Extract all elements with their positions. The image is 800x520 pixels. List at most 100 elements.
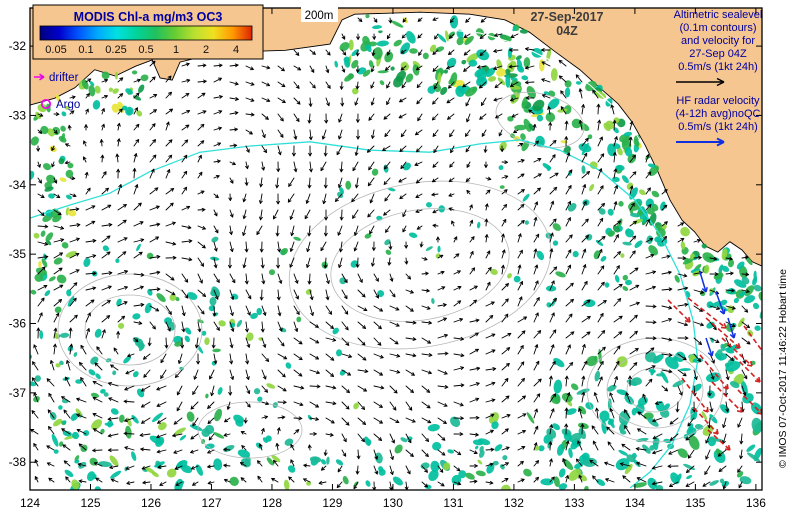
chl-patch bbox=[408, 232, 418, 238]
chl-patch bbox=[571, 118, 582, 129]
colorbar-tick-2: 0.25 bbox=[105, 44, 126, 56]
chl-patch bbox=[553, 357, 565, 368]
chl-patch bbox=[660, 371, 669, 384]
chl-patch bbox=[502, 455, 508, 461]
chl-patch bbox=[144, 302, 152, 314]
chl-patch bbox=[651, 190, 660, 198]
chl-patch bbox=[498, 165, 504, 171]
chl-patch bbox=[476, 221, 481, 229]
chl-patch bbox=[53, 449, 59, 454]
chl-patch bbox=[115, 258, 120, 263]
chl-patch bbox=[642, 444, 651, 454]
chl-patch bbox=[654, 355, 659, 361]
hf-red-arrow-head bbox=[703, 406, 709, 413]
chl-patch bbox=[91, 419, 103, 430]
chl-patch bbox=[254, 388, 261, 395]
chl-patch bbox=[431, 298, 435, 304]
hf-red-arrow bbox=[667, 299, 691, 323]
chl-patch bbox=[701, 411, 708, 420]
chl-patch bbox=[736, 471, 744, 478]
chl-patch bbox=[740, 380, 748, 396]
chl-patch bbox=[545, 112, 556, 123]
chl-patch bbox=[201, 428, 211, 437]
chl-patch bbox=[131, 414, 139, 424]
chl-patch bbox=[682, 257, 695, 265]
chl-patch bbox=[30, 354, 32, 360]
chl-patch bbox=[479, 446, 484, 453]
chl-patch bbox=[352, 87, 359, 95]
chl-patch bbox=[564, 87, 571, 98]
chl-patch bbox=[612, 225, 620, 233]
chl-patch bbox=[548, 90, 556, 97]
chl-patch bbox=[709, 414, 718, 424]
chl-patch bbox=[62, 430, 72, 437]
chl-patch bbox=[94, 328, 102, 338]
chl-patch bbox=[351, 59, 359, 69]
chl-patch bbox=[211, 286, 221, 298]
chl-patch bbox=[237, 449, 251, 458]
lat-label: -36 bbox=[9, 317, 27, 331]
chl-patch bbox=[365, 14, 370, 19]
hf-red-arrow bbox=[733, 355, 761, 383]
hf-blue-arrow bbox=[715, 291, 725, 315]
chl-patch bbox=[536, 114, 544, 122]
chl-patch bbox=[371, 168, 379, 176]
hf-blue-arrow bbox=[727, 317, 735, 339]
chl-patch bbox=[618, 201, 624, 207]
chl-patch bbox=[402, 162, 412, 171]
chl-patch bbox=[613, 127, 619, 134]
lon-label: 131 bbox=[443, 496, 463, 510]
hf-red-arrow-head bbox=[684, 316, 691, 323]
chl-patch bbox=[625, 228, 630, 234]
altimetric-scale-arrow-icon bbox=[676, 77, 725, 87]
chl-patch bbox=[205, 393, 209, 399]
lon-label: 128 bbox=[262, 496, 282, 510]
chl-patch bbox=[55, 94, 61, 104]
chl-patch bbox=[89, 81, 95, 86]
chl-patch bbox=[426, 202, 432, 208]
chl-patch bbox=[739, 476, 752, 485]
chl-patch bbox=[568, 468, 581, 481]
hf-red-arrow bbox=[743, 325, 762, 352]
chl-patch bbox=[727, 288, 736, 295]
chl-patch bbox=[356, 67, 367, 75]
chl-patch bbox=[67, 162, 74, 169]
chl-patch bbox=[83, 430, 90, 437]
chl-patch bbox=[390, 66, 395, 71]
lat-label: -32 bbox=[9, 39, 27, 53]
chl-patch bbox=[425, 246, 433, 251]
chl-patch bbox=[271, 454, 281, 463]
chl-patch bbox=[332, 327, 339, 335]
chl-patch bbox=[42, 163, 52, 171]
hf-line2: (4-12h avg)noQC bbox=[676, 108, 761, 120]
chl-patch bbox=[688, 435, 700, 450]
chl-patch bbox=[679, 368, 691, 372]
chl-patch bbox=[44, 186, 54, 192]
chl-patch bbox=[752, 277, 758, 286]
chl-patch bbox=[547, 98, 560, 110]
lon-label: 134 bbox=[625, 496, 645, 510]
hf-red-arrow-head bbox=[720, 323, 727, 329]
chl-patch bbox=[572, 250, 579, 258]
chl-patch bbox=[94, 486, 102, 490]
chl-patch bbox=[132, 313, 141, 320]
chl-patch bbox=[608, 418, 615, 429]
chl-patch bbox=[287, 465, 296, 473]
chl-patch bbox=[384, 239, 391, 246]
chl-patch bbox=[670, 472, 680, 485]
chl-patch bbox=[737, 317, 745, 328]
chl-patch bbox=[268, 269, 276, 276]
chl-patch bbox=[393, 39, 403, 47]
chl-patch bbox=[626, 454, 636, 463]
chl-patch bbox=[552, 240, 559, 246]
chl-patch bbox=[30, 289, 37, 295]
chl-patch bbox=[743, 295, 756, 304]
chl-patch bbox=[575, 81, 582, 85]
chl-patch bbox=[405, 73, 414, 83]
chl-patch bbox=[648, 245, 659, 256]
chl-patch bbox=[140, 74, 149, 82]
chl-patch bbox=[563, 105, 572, 115]
hf-red-arrow bbox=[711, 381, 743, 413]
chl-patch bbox=[443, 462, 451, 471]
chl-patch bbox=[184, 335, 190, 343]
